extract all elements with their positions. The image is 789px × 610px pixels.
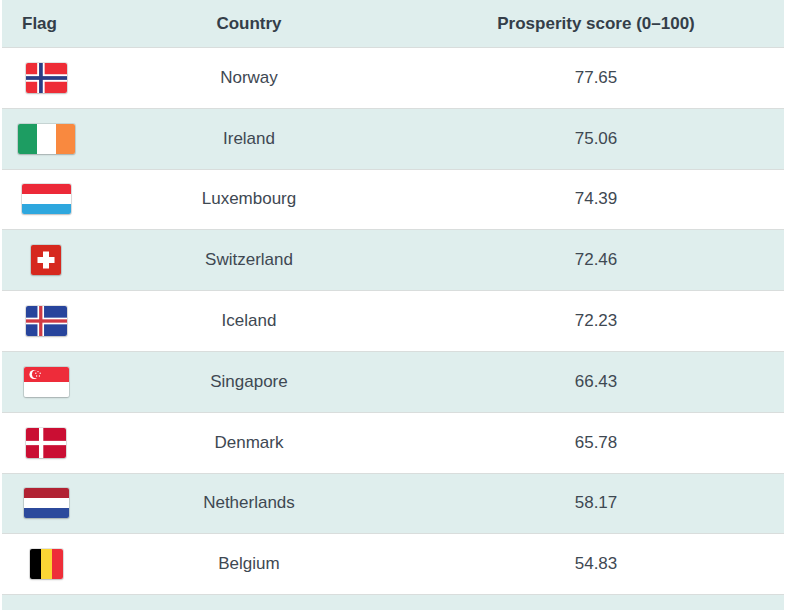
- flag-netherlands-icon: [24, 488, 69, 518]
- score-cell: 72.46: [408, 250, 784, 270]
- country-cell: Belgium: [90, 554, 408, 574]
- score-cell: 74.39: [408, 189, 784, 209]
- flag-cell: [2, 306, 90, 336]
- score-cell: 75.06: [408, 129, 784, 149]
- column-header-country: Country: [90, 14, 408, 34]
- flag-norway-icon: [26, 63, 67, 93]
- flag-denmark-icon: [26, 428, 66, 458]
- score-cell: 65.78: [408, 433, 784, 453]
- column-header-score: Prosperity score (0–100): [408, 14, 784, 34]
- flag-singapore-icon: [24, 367, 69, 397]
- country-cell: Iceland: [90, 311, 408, 331]
- flag-ireland-icon: [18, 124, 75, 154]
- flag-iceland-icon: [26, 306, 67, 336]
- country-cell: Denmark: [90, 433, 408, 453]
- table-row: Luxembourg 74.39: [2, 169, 784, 230]
- country-cell: Switzerland: [90, 250, 408, 270]
- table-row: Norway 77.65: [2, 47, 784, 108]
- table-row: Switzerland 72.46: [2, 229, 784, 290]
- flag-cell: [2, 184, 90, 214]
- country-cell: Singapore: [90, 372, 408, 392]
- column-header-flag: Flag: [2, 14, 90, 34]
- score-cell: 58.17: [408, 493, 784, 513]
- flag-cell: [2, 245, 90, 275]
- flag-switzerland-icon: [31, 245, 61, 275]
- country-cell: Norway: [90, 68, 408, 88]
- table-row: Belgium 54.83: [2, 533, 784, 594]
- table-row: Singapore 66.43: [2, 351, 784, 412]
- table-header-row: Flag Country Prosperity score (0–100): [2, 0, 784, 47]
- table-row: Denmark 65.78: [2, 412, 784, 473]
- flag-cell: [2, 488, 90, 518]
- score-cell: 54.83: [408, 554, 784, 574]
- country-cell: Netherlands: [90, 493, 408, 513]
- flag-luxembourg-icon: [22, 184, 71, 214]
- flag-cell: [2, 63, 90, 93]
- flag-cell: [2, 124, 90, 154]
- country-cell: Ireland: [90, 129, 408, 149]
- table-row: Iceland 72.23: [2, 290, 784, 351]
- prosperity-table: Flag Country Prosperity score (0–100) No…: [2, 0, 784, 610]
- score-cell: 72.23: [408, 311, 784, 331]
- country-cell: Luxembourg: [90, 189, 408, 209]
- table-row: Ireland 75.06: [2, 108, 784, 169]
- flag-cell: [2, 549, 90, 579]
- score-cell: 77.65: [408, 68, 784, 88]
- table-row: Netherlands 58.17: [2, 473, 784, 534]
- flag-belgium-icon: [30, 549, 63, 579]
- flag-cell: [2, 367, 90, 397]
- score-cell: 66.43: [408, 372, 784, 392]
- table-row-partial: [2, 594, 784, 610]
- flag-cell: [2, 428, 90, 458]
- table-body: Norway 77.65 Ireland 75.06 Luxembourg 74…: [2, 47, 784, 594]
